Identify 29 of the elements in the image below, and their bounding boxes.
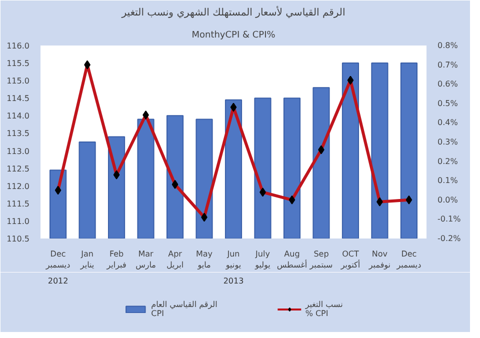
- y-tick-label: 112.0: [6, 182, 30, 191]
- y2-tick-label: 0.8%: [438, 41, 458, 50]
- y2-tick-label: 0.0%: [438, 195, 458, 204]
- y-tick-label: 115.5: [6, 59, 30, 68]
- y2-tick-label: 0.7%: [438, 60, 458, 70]
- text: 2012: [48, 276, 68, 286]
- y-tick-label: 111.5: [6, 199, 30, 208]
- y2-tick-label: 0.1%: [438, 176, 458, 186]
- y2-tick-label: -0.2%: [438, 234, 462, 243]
- legend-label: الرقم القياسي العام CPI: [151, 300, 218, 318]
- y2-tick-label: 0.6%: [438, 80, 458, 89]
- y2-tick-label: 0.2%: [438, 156, 458, 166]
- y-tick-label: 112.5: [6, 164, 30, 174]
- legend-label: نسب التغير % CPI: [305, 300, 343, 318]
- y2-tick-label: -0.1%: [438, 214, 462, 224]
- y2-tick-label: 0.4%: [438, 118, 458, 128]
- y-tick-label: 110.5: [6, 234, 30, 244]
- chart-title: الرقم القياسي لأسعار المستهلك الشهري ونسب التغير: [120, 6, 346, 18]
- y-tick-label: 113.5: [6, 129, 30, 138]
- y-tick-label: 114.0: [6, 112, 30, 121]
- y-tick-label: 115.0: [6, 76, 30, 86]
- y2-tick-label: 0.5%: [438, 98, 458, 108]
- y2-tick-label: 0.3%: [438, 138, 458, 146]
- text: 2013: [223, 276, 244, 286]
- y-tick-label: 114.5: [6, 94, 30, 104]
- chart-subtitle: MonthyCPI & CPI%: [192, 30, 276, 40]
- y-tick-label: 116.0: [6, 42, 30, 50]
- y-tick-label: 111.0: [6, 216, 30, 226]
- y-tick-label: 113.0: [6, 146, 30, 156]
